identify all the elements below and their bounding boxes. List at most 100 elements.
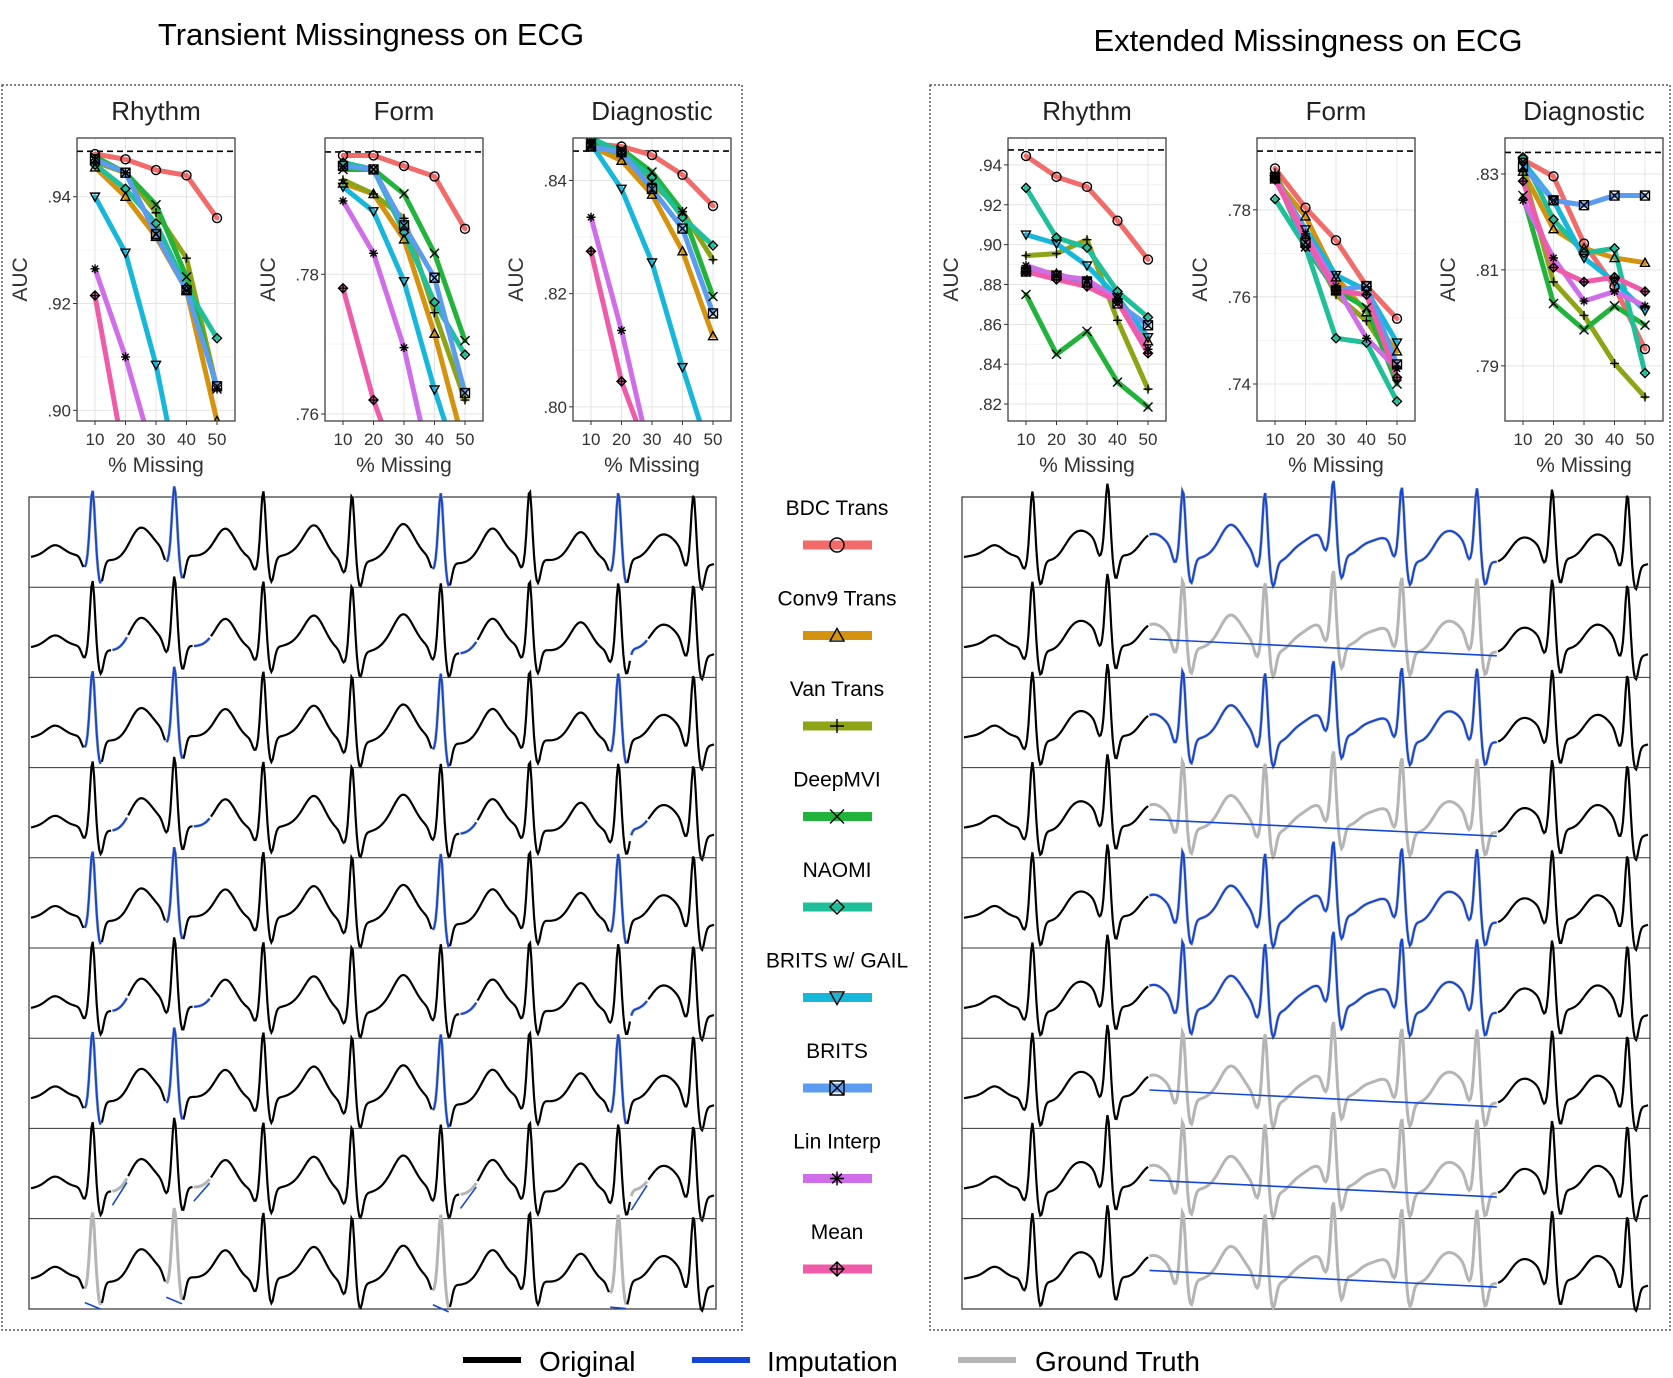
legend-item-mean: Mean [803, 1221, 872, 1277]
data-point-brits [707, 308, 719, 319]
original-trace [100, 1248, 167, 1304]
x-tick-label: 40 [425, 430, 444, 449]
original-trace [210, 942, 460, 1040]
x-tick-label: 40 [177, 430, 196, 449]
data-point-conv9-trans [428, 327, 441, 338]
data-point-lin-interp [586, 212, 596, 222]
transient-ecg-row [30, 846, 715, 953]
data-point-lin-interp [399, 343, 409, 353]
extended-ecg-row [963, 660, 1649, 772]
x-tick-label: 10 [582, 430, 601, 449]
data-point-naomi [677, 211, 688, 223]
original-trace [182, 1032, 433, 1130]
data-point-bdc-trans [1112, 215, 1123, 226]
data-point-mean [616, 375, 627, 387]
data-point-bdc-trans [368, 150, 379, 161]
x-tick-label: 20 [116, 430, 135, 449]
y-tick-label: .94 [47, 188, 71, 207]
original-trace [210, 581, 460, 679]
series-line-brits-w-gail [588, 141, 703, 421]
data-point-brits-w-gail [89, 192, 101, 203]
original-trace [30, 761, 112, 857]
imputation-trace [193, 1182, 211, 1202]
legend-marker-triangle-down-icon [828, 991, 846, 1006]
data-point-brits [337, 160, 349, 172]
ground-truth-trace [112, 1177, 129, 1193]
y-tick-label: .83 [1475, 165, 1499, 184]
x-tick-label: 50 [1636, 430, 1655, 449]
legend-label: DeepMVI [793, 769, 881, 792]
y-tick-label: .80 [543, 398, 567, 417]
data-point-brits [1639, 190, 1651, 201]
data-point-brits [211, 381, 223, 392]
series-line-naomi [92, 162, 220, 341]
original-trace [1497, 850, 1649, 953]
original-trace [476, 579, 632, 676]
x-tick-label: 30 [1327, 430, 1346, 449]
data-point-lin-interp [1579, 296, 1589, 306]
data-point-brits [429, 272, 440, 283]
imputation-trace [432, 1034, 450, 1128]
series-line-brits-w-gail [92, 194, 170, 421]
x-tick-label: 50 [1388, 430, 1407, 449]
imputation-trace [1149, 818, 1497, 838]
data-point-brits-w-gail [1299, 225, 1312, 236]
y-axis-label: AUC [940, 257, 963, 301]
y-tick-label: .82 [978, 395, 1002, 414]
data-point-naomi [120, 183, 131, 195]
ground-truth-trace [608, 1214, 628, 1305]
data-point-deepmvi [90, 151, 100, 162]
original-trace [963, 1114, 1149, 1218]
x-tick-label: 30 [395, 430, 414, 449]
x-axis-label: % Missing [1536, 454, 1632, 477]
data-point-conv9-trans [1360, 306, 1373, 317]
data-point-naomi [707, 240, 719, 252]
transient-ecg-row [30, 756, 715, 862]
chart-series-layer [1517, 151, 1651, 402]
chart-series-layer [585, 138, 719, 421]
data-point-mean [1330, 284, 1342, 296]
data-point-naomi [1330, 332, 1342, 344]
legend-label: Conv9 Trans [777, 588, 896, 611]
extended-ecg-row [963, 751, 1649, 862]
series-line-naomi [1023, 185, 1151, 320]
chart-transient-rhythm: .90 .92 .94 10 20 30 40 50 Rhythm % Missing AUC [9, 96, 236, 477]
imputation-trace [460, 1002, 478, 1016]
y-tick-label: .90 [978, 236, 1002, 255]
data-point-naomi [1269, 193, 1281, 205]
x-tick-label: 20 [1047, 430, 1066, 449]
data-point-mean [89, 290, 101, 302]
original-trace [963, 754, 1149, 857]
data-point-brits [120, 167, 131, 178]
data-point-brits-w-gail [367, 207, 380, 218]
original-trace [448, 669, 610, 767]
signal-legend-label: Ground Truth [1035, 1346, 1200, 1377]
data-point-bdc-trans [1391, 313, 1403, 324]
ground-truth-trace [165, 1207, 184, 1301]
data-point-bdc-trans [150, 164, 162, 176]
data-point-van-trans [151, 208, 161, 218]
original-trace [626, 675, 715, 772]
original-trace [963, 573, 1149, 677]
imputation-trace [1149, 841, 1497, 950]
data-point-brits [677, 223, 688, 234]
y-tick-label: .94 [978, 156, 1002, 175]
data-point-bdc-trans [1142, 254, 1154, 265]
extended-ecg-grid [961, 480, 1651, 1313]
data-point-bdc-trans [677, 169, 688, 180]
y-tick-label: .88 [978, 275, 1002, 294]
method-legend: BDC Trans Conv9 Trans Van Trans DeepMVI NAOM… [766, 497, 908, 1277]
data-point-naomi [1609, 242, 1620, 254]
data-point-brits [398, 220, 410, 231]
imputation-trace [630, 639, 648, 656]
imputation-trace [165, 1027, 184, 1120]
data-point-van-trans [1549, 277, 1558, 287]
imputation-trace [610, 1306, 627, 1310]
ground-truth-trace [83, 1212, 103, 1306]
data-point-van-trans [1021, 251, 1031, 261]
y-tick-label: .78 [295, 265, 319, 284]
data-point-lin-interp [369, 248, 378, 258]
original-trace [647, 946, 715, 1043]
ground-truth-trace [1148, 1202, 1498, 1312]
